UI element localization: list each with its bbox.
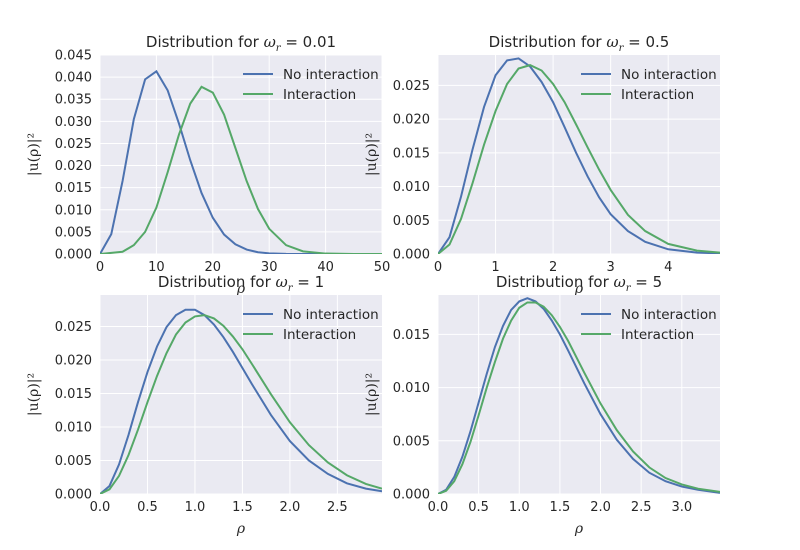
y-tick-label: 0.020	[55, 353, 92, 368]
x-axis-label: ρ	[236, 281, 246, 297]
x-tick-label: 2.5	[327, 500, 348, 515]
subplot-1: 0 10 20 30 40 50 0.000 0.005 0.010 0.015 0.020 0.02…	[26, 33, 390, 297]
x-tick-label: 0.5	[137, 500, 158, 515]
y-tick-label: 0.005	[393, 214, 430, 229]
y-tick-label: 0.025	[55, 137, 92, 152]
series-line-interaction	[438, 301, 720, 494]
y-tick-label: 0.000	[393, 248, 430, 263]
x-tick-label: 0.0	[428, 500, 449, 515]
x-tick-label: 0.0	[90, 500, 111, 515]
legend-label: Interaction	[621, 87, 694, 103]
y-axis-label: |u(ρ)|²	[364, 373, 380, 416]
y-axis-label: |u(ρ)|²	[364, 133, 380, 176]
x-tick-label: 2.0	[280, 500, 301, 515]
y-tick-label: 0.010	[393, 180, 430, 195]
legend-label: Interaction	[621, 327, 694, 343]
y-tick-label: 0.020	[393, 113, 430, 128]
legend-label: Interaction	[283, 87, 356, 103]
y-axis-label: |u(ρ)|²	[26, 133, 42, 176]
x-tick-label: 1	[491, 260, 499, 275]
y-tick-label: 0.020	[55, 159, 92, 174]
chart-title: Distribution for ωr = 0.01	[146, 33, 336, 54]
y-tick-label: 0.010	[393, 381, 430, 396]
x-axis-label: ρ	[574, 521, 584, 537]
y-tick-label: 0.015	[55, 387, 92, 402]
legend: No interaction Interaction	[581, 67, 717, 103]
x-tick-label: 2.5	[631, 500, 652, 515]
y-tick-label: 0.005	[393, 434, 430, 449]
x-tick-label: 10	[148, 260, 165, 275]
y-axis-label: |u(ρ)|²	[26, 373, 42, 416]
series-line-no-interaction	[100, 69, 382, 254]
y-tick-label: 0.015	[393, 328, 430, 343]
chart-title: Distribution for ωr = 5	[496, 273, 662, 294]
series-line-no-interaction	[438, 57, 720, 254]
x-tick-label: 30	[261, 260, 278, 275]
chart-title: Distribution for ωr = 1	[158, 273, 324, 294]
y-tick-label: 0.000	[393, 488, 430, 503]
y-tick-label: 0.025	[393, 79, 430, 94]
y-tick-label: 0.005	[55, 225, 92, 240]
y-tick-label: 0.010	[55, 420, 92, 435]
x-tick-label: 40	[317, 260, 334, 275]
legend-label: No interaction	[283, 307, 379, 323]
x-tick-label: 1.0	[509, 500, 530, 515]
series-line-interaction	[100, 314, 382, 494]
plot-area	[438, 55, 720, 254]
legend-label: No interaction	[621, 307, 717, 323]
y-tick-label: 0.045	[55, 49, 92, 64]
x-tick-label: 0	[434, 260, 442, 275]
y-tick-label: 0.040	[55, 71, 92, 86]
x-tick-label: 3	[607, 260, 615, 275]
x-tick-label: 1.5	[550, 500, 571, 515]
legend: No interaction Interaction	[243, 67, 379, 103]
x-tick-label: 50	[374, 260, 391, 275]
series-line-interaction	[438, 64, 720, 254]
legend-label: No interaction	[283, 67, 379, 83]
y-tick-label: 0.000	[55, 488, 92, 503]
x-tick-label: 2	[549, 260, 557, 275]
series-line-interaction	[100, 85, 382, 254]
plot-area	[100, 295, 382, 494]
x-tick-label: 0	[96, 260, 104, 275]
chart-title: Distribution for ωr = 0.5	[489, 33, 670, 54]
plot-area	[100, 55, 382, 254]
x-tick-label: 1.0	[185, 500, 206, 515]
legend-label: Interaction	[283, 327, 356, 343]
y-tick-label: 0.025	[55, 320, 92, 335]
y-tick-label: 0.030	[55, 115, 92, 130]
subplot-3: 0.0 0.5 1.0 1.5 2.0 2.5 0.000 0.005 0.010 0.015 0.…	[26, 273, 382, 537]
subplot-2: 0 1 2 3 4 0.000 0.005 0.010 0.015 0.020 0.025 ρ |u(ρ…	[364, 33, 720, 297]
x-tick-label: 1.5	[232, 500, 253, 515]
series-line-no-interaction	[100, 308, 382, 494]
subplot-4: 0.0 0.5 1.0 1.5 2.0 2.5 3.0 0.000 0.005 0.010 0.01…	[364, 273, 720, 537]
x-tick-label: 2.0	[590, 500, 611, 515]
x-axis-label: ρ	[574, 281, 584, 297]
legend: No interaction Interaction	[581, 307, 717, 343]
y-tick-label: 0.005	[55, 454, 92, 469]
x-tick-label: 4	[664, 260, 672, 275]
y-tick-label: 0.015	[55, 181, 92, 196]
y-tick-label: 0.010	[55, 203, 92, 218]
y-tick-label: 0.015	[393, 146, 430, 161]
legend-label: No interaction	[621, 67, 717, 83]
y-tick-label: 0.035	[55, 93, 92, 108]
legend: No interaction Interaction	[243, 307, 379, 343]
x-tick-label: 20	[205, 260, 222, 275]
x-tick-label: 3.0	[671, 500, 692, 515]
x-axis-label: ρ	[236, 521, 246, 537]
y-tick-label: 0.000	[55, 248, 92, 263]
x-tick-label: 0.5	[468, 500, 489, 515]
